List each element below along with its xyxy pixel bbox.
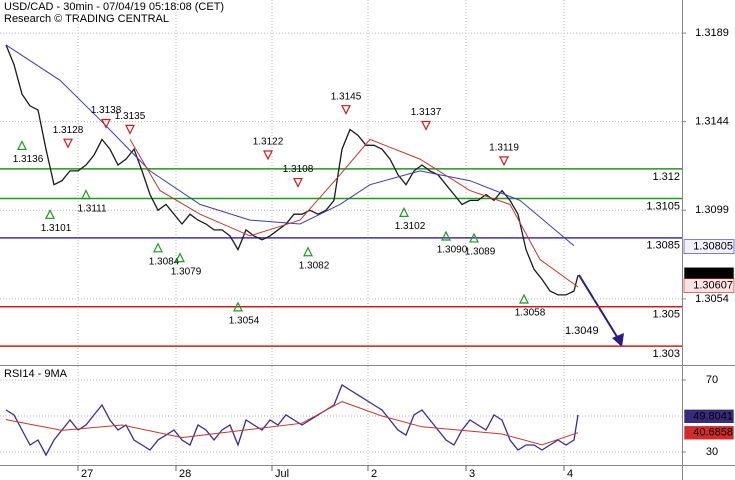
high-marker [341, 105, 351, 116]
low-marker [153, 242, 163, 253]
chart-title: USD/CAD - 30min - 07/04/19 05:18:08 (CET… [4, 1, 224, 13]
high-marker [101, 118, 111, 129]
x-tick-label: 28 [179, 468, 191, 480]
x-tick-label: 3 [469, 468, 475, 480]
high-label: 1.3137 [411, 107, 442, 118]
target-label: 1.3049 [565, 325, 599, 337]
target-arrow [578, 274, 620, 341]
value-badge-label: 40.6858 [693, 427, 733, 439]
high-label: 1.3119 [489, 143, 519, 154]
high-marker [421, 120, 431, 131]
low-marker [17, 140, 27, 151]
x-tick-label: Jul [275, 468, 289, 480]
low-marker [175, 252, 185, 263]
x-tick-label: 2 [371, 468, 377, 480]
high-label: 1.3138 [91, 105, 122, 116]
level-label: 1.305 [652, 309, 680, 321]
low-label: 1.3058 [515, 308, 546, 319]
x-tick-label: 27 [81, 468, 93, 480]
low-label: 1.3102 [395, 221, 426, 232]
low-label: 1.3079 [171, 266, 202, 277]
low-label: 1.3089 [465, 247, 496, 258]
low-marker [81, 189, 91, 200]
low-label: 1.3090 [437, 245, 468, 256]
series-line [5, 401, 579, 446]
low-label: 1.3084 [149, 256, 180, 267]
y-tick-label: 70 [706, 374, 718, 386]
high-marker [263, 150, 273, 161]
value-badge [683, 278, 735, 293]
high-marker [499, 156, 509, 167]
high-label: 1.3128 [53, 125, 84, 136]
y-tick-label: 1.3144 [695, 116, 729, 128]
value-badge-label: 49.8041 [693, 410, 733, 422]
low-label: 1.3082 [299, 260, 330, 271]
low-marker [441, 230, 451, 241]
series-line [5, 384, 579, 457]
y-tick-label: 1.3054 [695, 293, 729, 305]
y-tick-label: 30 [706, 446, 718, 458]
high-marker [125, 124, 135, 135]
high-marker [63, 138, 73, 149]
high-label: 1.3145 [331, 91, 362, 102]
level-label: 1.3105 [646, 200, 680, 212]
high-label: 1.3122 [253, 137, 284, 148]
y-tick-label: 1.3189 [695, 27, 729, 39]
y-tick-label: 1.3099 [695, 204, 729, 216]
low-label: 1.3054 [229, 315, 260, 326]
series-line [129, 138, 579, 288]
rsi-title: RSI14 - 9MA [4, 368, 68, 380]
level-label: 1.312 [652, 171, 680, 183]
high-marker [293, 177, 303, 188]
low-label: 1.3136 [13, 154, 44, 165]
value-badge-label: 1.30607 [693, 280, 733, 292]
series-line [5, 44, 575, 247]
low-marker [303, 246, 313, 257]
value-badge [683, 409, 735, 424]
low-marker [469, 232, 479, 243]
level-label: 1.303 [652, 348, 680, 360]
low-marker [399, 207, 409, 217]
value-badge-label: 1.30665 [693, 268, 733, 280]
value-badge [683, 425, 735, 441]
value-badge-label: 1.30805 [693, 241, 733, 253]
high-label: 1.3108 [283, 164, 314, 175]
low-label: 1.3111 [77, 203, 107, 214]
low-marker [233, 301, 243, 312]
low-marker [45, 208, 55, 219]
x-tick-label: 4 [567, 468, 573, 480]
level-label: 1.3085 [646, 240, 680, 252]
low-label: 1.3101 [41, 223, 72, 234]
series-line [5, 44, 579, 296]
chart-subtitle: Research © TRADING CENTRAL [4, 13, 169, 25]
high-label: 1.3135 [115, 111, 146, 122]
target-arrowhead [612, 333, 624, 347]
value-badge [683, 239, 735, 254]
low-marker [519, 293, 529, 304]
